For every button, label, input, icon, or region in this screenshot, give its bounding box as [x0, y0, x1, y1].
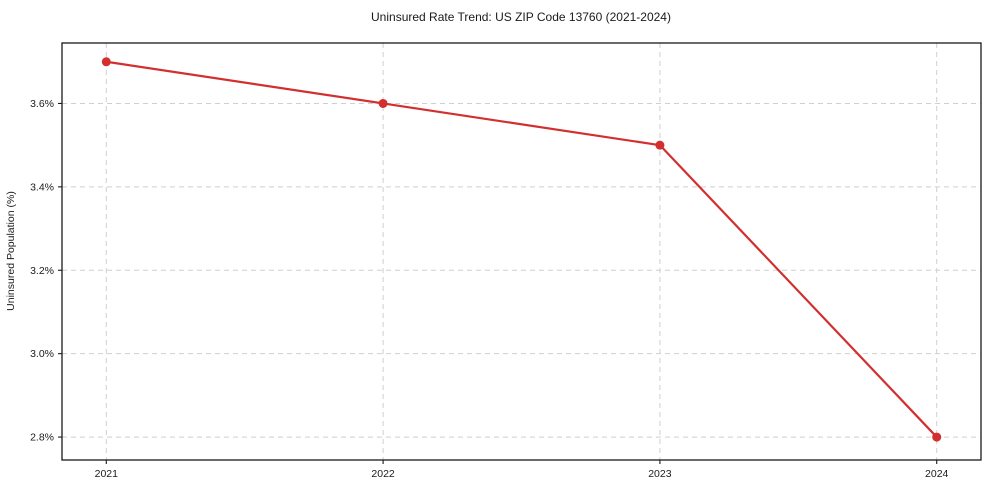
x-tick-label: 2023: [648, 468, 672, 480]
data-point: [378, 98, 388, 108]
y-tick-label: 3.6%: [30, 98, 54, 110]
grid-layer: [62, 43, 981, 460]
y-tick-label: 3.2%: [30, 265, 54, 277]
x-tick-label: 2021: [95, 468, 119, 480]
data-point: [932, 432, 942, 442]
chart-title: Uninsured Rate Trend: US ZIP Code 13760 …: [371, 10, 671, 24]
series-layer: [101, 57, 942, 442]
trend-line: [105, 60, 938, 439]
y-axis-label: Uninsured Population (%): [5, 191, 17, 311]
y-tick-label: 3.0%: [30, 348, 54, 360]
y-tick-label: 2.8%: [30, 432, 54, 444]
x-tick-label: 2024: [925, 468, 949, 480]
data-point: [655, 140, 665, 150]
data-point: [101, 57, 111, 67]
x-tick-label: 2022: [371, 468, 395, 480]
axes-layer: 2021 2022 2023 2024 2.8% 3.0% 3.2% 3.4% 3.6%: [30, 42, 982, 480]
plot-border: [61, 42, 982, 461]
y-tick-label: 3.4%: [30, 181, 54, 193]
